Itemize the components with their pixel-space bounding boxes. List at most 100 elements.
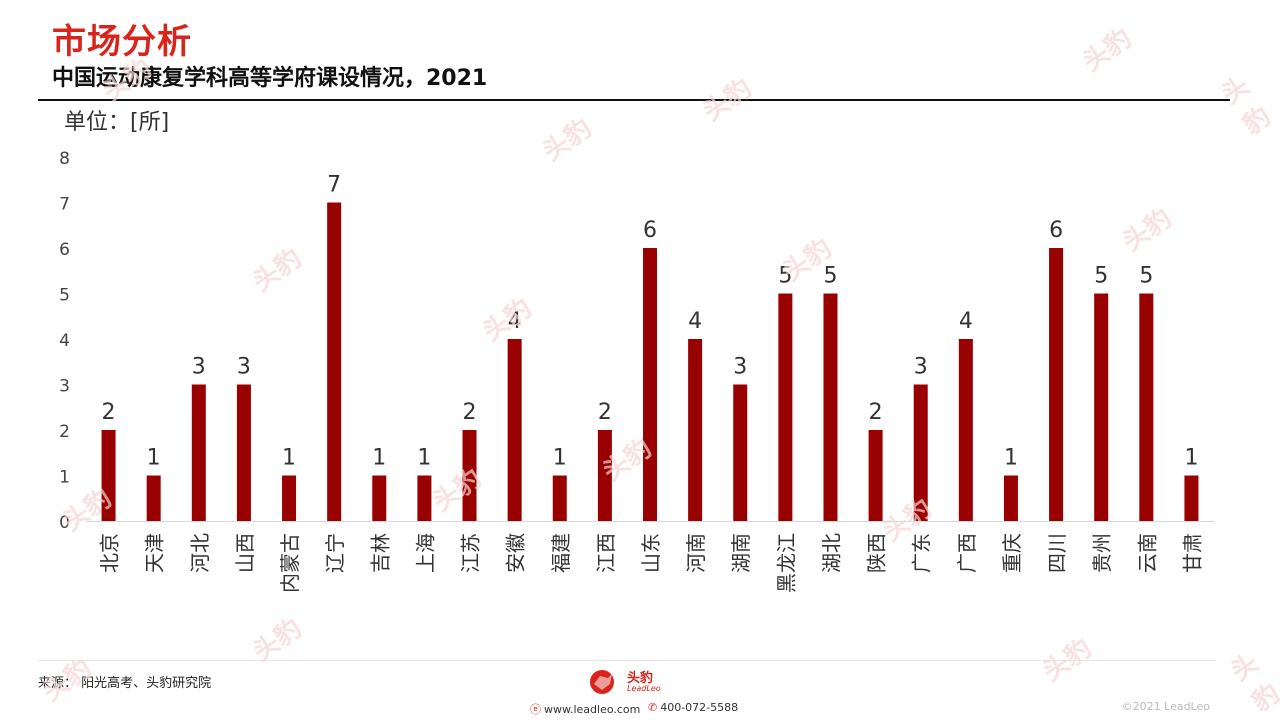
data-label: 3 [192, 355, 206, 380]
section-title: 市场分析 [52, 22, 192, 62]
data-label: 6 [643, 218, 657, 243]
footer-divider [38, 660, 1216, 661]
bar [733, 384, 748, 521]
x-tick-label: 上海 [413, 533, 437, 573]
data-label: 3 [914, 355, 928, 380]
x-tick-label: 福建 [549, 533, 573, 573]
bar [282, 475, 297, 521]
phone-icon: ✆ [648, 701, 658, 714]
bar [372, 475, 387, 521]
bar [1094, 293, 1109, 521]
bar [913, 384, 928, 521]
data-label: 1 [282, 446, 296, 471]
data-label: 5 [823, 264, 837, 289]
leadleo-logo-icon [590, 670, 614, 694]
x-tick-label: 湖北 [819, 533, 843, 573]
x-tick-label: 四川 [1045, 533, 1069, 573]
website-link[interactable]: www.leadleo.com [544, 703, 641, 716]
bar [688, 339, 703, 521]
x-tick-label: 山东 [639, 533, 663, 573]
phone-contact: ✆ 400-072-5588 [648, 701, 738, 714]
x-tick-label: 北京 [98, 533, 122, 573]
data-label: 4 [508, 309, 522, 334]
bar [1049, 248, 1064, 521]
bar [778, 293, 793, 521]
bar [507, 339, 522, 521]
bar [552, 475, 567, 521]
data-label: 5 [1139, 264, 1153, 289]
x-tick-label: 河北 [188, 533, 212, 573]
y-tick-label: 5 [59, 286, 70, 306]
x-tick-label: 安徽 [504, 533, 528, 573]
bar [327, 202, 342, 521]
bar [1184, 475, 1199, 521]
y-tick-label: 4 [59, 331, 70, 351]
data-label: 1 [1004, 446, 1018, 471]
bar [597, 430, 612, 521]
data-label: 3 [237, 355, 251, 380]
data-label: 4 [959, 309, 973, 334]
x-tick-label: 河南 [684, 533, 708, 573]
data-label: 5 [778, 264, 792, 289]
unit-label: 单位：[所] [64, 110, 170, 135]
data-label: 2 [598, 400, 612, 425]
y-tick-label: 1 [59, 468, 70, 488]
bar [191, 384, 206, 521]
x-tick-label: 陕西 [865, 533, 889, 573]
x-tick-label: 云南 [1135, 533, 1159, 573]
bar [462, 430, 477, 521]
bar [643, 248, 657, 521]
x-tick-label: 黑龙江 [774, 533, 798, 593]
data-label: 5 [1094, 264, 1108, 289]
source-note: 来源： 阳光高考、头豹研究院 [38, 676, 212, 691]
logo-text: 头豹 [627, 671, 654, 686]
y-tick-label: 3 [59, 377, 70, 397]
data-label: 1 [417, 446, 431, 471]
y-tick-label: 0 [59, 513, 70, 533]
bar [823, 293, 838, 521]
data-label: 1 [372, 446, 386, 471]
y-tick-label: 2 [59, 422, 70, 442]
x-tick-label: 山西 [233, 533, 257, 573]
bar [1139, 293, 1154, 521]
x-tick-label: 天津 [143, 533, 167, 573]
data-label: 7 [327, 173, 341, 198]
x-tick-label: 甘肃 [1180, 533, 1204, 573]
bar [417, 475, 432, 521]
x-tick-label: 内蒙古 [278, 533, 302, 593]
phone-number: 400-072-5588 [660, 701, 739, 714]
web-icon: ⓔ [530, 703, 541, 716]
copyright: ©2021 LeadLeo [1121, 700, 1210, 713]
y-tick-label: 7 [59, 195, 70, 215]
title-divider [38, 99, 1230, 101]
bar [868, 430, 883, 521]
bar [958, 339, 973, 521]
data-label: 3 [733, 355, 747, 380]
logo-subtext: LeadLeo [627, 684, 661, 693]
bar [101, 430, 116, 521]
data-label: 2 [102, 400, 116, 425]
bar [236, 384, 251, 521]
x-tick-label: 贵州 [1090, 533, 1114, 573]
data-label: 1 [147, 446, 161, 471]
data-label: 4 [688, 309, 702, 334]
bar [1003, 475, 1018, 521]
data-label: 1 [1184, 446, 1198, 471]
x-tick-label: 广东 [910, 533, 934, 573]
y-tick-label: 6 [59, 240, 70, 260]
data-label: 2 [869, 400, 883, 425]
bar-chart: 0 1 2 3 4 5 6 7 8 2 北京 1 天津 3 河北 3 山西 1 内蒙古 7 辽宁 1 吉林 1 上海 2 江苏 4 安徽… [59, 149, 1214, 593]
x-tick-label: 广西 [955, 533, 979, 573]
y-tick-label: 8 [59, 149, 70, 169]
x-tick-label: 江苏 [459, 533, 483, 573]
x-tick-label: 江西 [594, 533, 618, 573]
chart-subtitle: 中国运动康复学科高等学府课设情况，2021 [52, 66, 488, 91]
x-tick-label: 吉林 [368, 533, 392, 573]
data-label: 6 [1049, 218, 1063, 243]
website-contact[interactable]: ⓔ www.leadleo.com [530, 701, 640, 717]
bar [146, 475, 161, 521]
x-tick-label: 重庆 [1000, 533, 1024, 573]
data-label: 1 [553, 446, 567, 471]
x-tick-label: 湖南 [729, 533, 753, 573]
data-label: 2 [463, 400, 477, 425]
